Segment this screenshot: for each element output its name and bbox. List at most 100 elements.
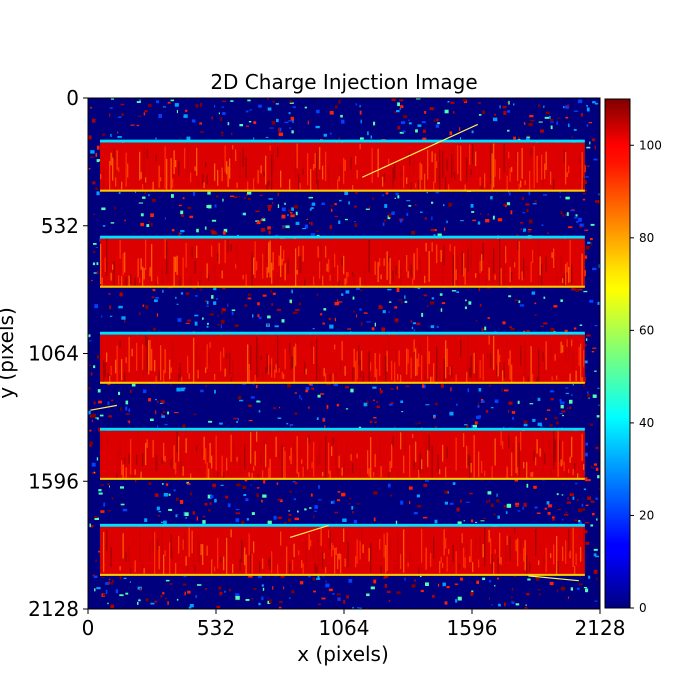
noise-speckle bbox=[400, 400, 404, 403]
band-texture bbox=[274, 369, 276, 378]
noise-speckle bbox=[109, 107, 113, 109]
band-texture bbox=[203, 436, 205, 460]
noise-speckle bbox=[410, 320, 413, 323]
noise-speckle bbox=[472, 424, 477, 428]
band-texture bbox=[379, 539, 381, 550]
noise-speckle bbox=[506, 503, 512, 508]
band-texture bbox=[407, 562, 409, 567]
band-texture bbox=[493, 562, 495, 576]
band-texture bbox=[566, 262, 568, 273]
band-texture bbox=[316, 151, 318, 184]
band-texture bbox=[346, 444, 348, 454]
noise-speckle bbox=[366, 607, 369, 609]
noise-speckle bbox=[224, 590, 226, 593]
noise-speckle bbox=[173, 593, 177, 597]
band-texture bbox=[332, 373, 334, 384]
noise-speckle bbox=[386, 590, 391, 593]
band-texture bbox=[517, 538, 519, 567]
band-texture bbox=[568, 334, 570, 361]
noise-speckle bbox=[532, 418, 536, 422]
band-texture bbox=[265, 444, 267, 468]
noise-speckle bbox=[548, 504, 552, 508]
noise-speckle bbox=[202, 515, 206, 518]
band-texture bbox=[493, 143, 495, 188]
band-texture bbox=[368, 468, 370, 477]
noise-speckle bbox=[564, 329, 568, 332]
noise-speckle bbox=[155, 410, 157, 415]
noise-speckle bbox=[493, 513, 496, 516]
noise-speckle bbox=[289, 299, 292, 303]
band-texture bbox=[140, 258, 142, 270]
band-texture bbox=[386, 532, 388, 572]
noise-speckle bbox=[423, 294, 428, 297]
band-texture bbox=[530, 472, 532, 477]
band-texture bbox=[194, 566, 196, 573]
noise-speckle bbox=[208, 420, 213, 423]
noise-speckle bbox=[438, 590, 442, 595]
band-texture bbox=[197, 469, 199, 475]
band-texture bbox=[553, 178, 555, 190]
noise-speckle bbox=[430, 228, 434, 232]
noise-speckle bbox=[204, 300, 206, 303]
noise-speckle bbox=[160, 400, 165, 404]
band-texture bbox=[332, 259, 334, 288]
band-texture bbox=[466, 372, 468, 384]
band-texture bbox=[419, 453, 421, 473]
noise-speckle bbox=[163, 520, 167, 525]
noise-speckle bbox=[221, 308, 226, 312]
noise-speckle bbox=[593, 158, 598, 161]
noise-speckle bbox=[336, 593, 341, 596]
band-texture bbox=[289, 562, 291, 575]
noise-speckle bbox=[238, 491, 240, 494]
noise-speckle bbox=[307, 120, 309, 125]
band-texture bbox=[500, 557, 502, 565]
band-texture bbox=[428, 251, 430, 282]
band-texture bbox=[391, 444, 393, 468]
noise-speckle bbox=[323, 308, 327, 311]
noise-speckle bbox=[415, 129, 418, 133]
noise-speckle bbox=[250, 484, 252, 486]
band-texture bbox=[125, 357, 127, 363]
band-texture bbox=[476, 365, 478, 384]
band-texture bbox=[164, 456, 166, 462]
noise-speckle bbox=[178, 204, 182, 207]
noise-speckle bbox=[161, 415, 165, 418]
noise-speckle bbox=[297, 196, 301, 201]
noise-speckle bbox=[180, 292, 184, 295]
noise-speckle bbox=[174, 103, 179, 107]
noise-speckle bbox=[328, 317, 331, 321]
band-texture bbox=[490, 144, 492, 185]
noise-speckle bbox=[277, 417, 282, 419]
noise-speckle bbox=[323, 218, 325, 221]
noise-speckle bbox=[414, 579, 416, 582]
noise-speckle bbox=[373, 517, 376, 522]
band-texture bbox=[515, 436, 517, 474]
noise-speckle bbox=[529, 115, 534, 118]
noise-speckle bbox=[352, 296, 355, 300]
noise-speckle bbox=[278, 132, 283, 137]
noise-speckle bbox=[207, 494, 212, 499]
band-texture bbox=[421, 528, 423, 563]
band-texture bbox=[338, 553, 340, 560]
noise-speckle bbox=[475, 415, 480, 419]
noise-speckle bbox=[444, 601, 448, 605]
noise-speckle bbox=[220, 324, 222, 329]
band-texture bbox=[310, 341, 312, 347]
band-texture bbox=[116, 345, 118, 382]
noise-speckle bbox=[595, 498, 598, 502]
band-texture bbox=[128, 275, 130, 288]
band-texture bbox=[494, 549, 496, 554]
band-texture bbox=[277, 336, 279, 371]
band-texture bbox=[371, 376, 373, 382]
band-texture bbox=[301, 255, 303, 274]
noise-speckle bbox=[94, 516, 98, 518]
noise-speckle bbox=[323, 133, 327, 137]
band-texture bbox=[445, 176, 447, 190]
noise-speckle bbox=[586, 165, 590, 167]
noise-speckle bbox=[103, 502, 105, 507]
noise-speckle bbox=[517, 400, 520, 404]
noise-speckle bbox=[274, 325, 279, 328]
noise-speckle bbox=[526, 209, 529, 212]
band-texture bbox=[448, 184, 450, 192]
band-texture bbox=[230, 244, 232, 251]
